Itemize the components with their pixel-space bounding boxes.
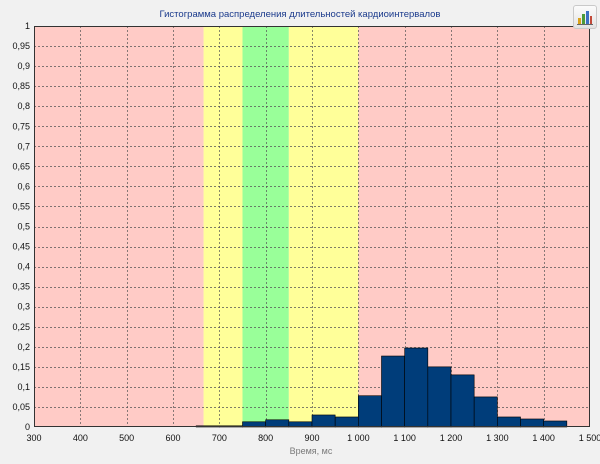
y-tick-label: 0,5 xyxy=(17,222,30,232)
histogram-bar xyxy=(450,374,475,428)
zone-band-2 xyxy=(242,26,289,427)
y-tick-labels: 0 0,05 0,1 0,15 0,2 0,25 0,3 0,35 0,4 0,45 0,5 0,55… xyxy=(12,21,30,432)
zone-band-0 xyxy=(34,26,204,427)
histogram-bar xyxy=(265,419,290,428)
histogram-bar xyxy=(497,416,521,428)
x-tick-labels: 300 400 500 600 700 800 900 1 000 1 100 1 200 1 30… xyxy=(26,433,600,443)
x-tick-label: 700 xyxy=(212,433,227,443)
y-tick-label: 0,7 xyxy=(17,141,30,151)
histogram-bar xyxy=(520,418,544,428)
y-tick-label: 0,25 xyxy=(12,322,30,332)
x-tick-label: 1 000 xyxy=(347,433,370,443)
y-tick-label: 0,75 xyxy=(12,121,30,131)
y-tick-label: 1 xyxy=(25,21,30,31)
x-tick-label: 400 xyxy=(73,433,88,443)
grid-layer xyxy=(34,26,590,427)
histogram-bar xyxy=(358,395,382,428)
bar-chart-icon xyxy=(577,11,593,25)
x-tick-label: 600 xyxy=(165,433,180,443)
y-tick-label: 0,15 xyxy=(12,362,30,372)
y-tick-label: 0,65 xyxy=(12,161,30,171)
y-tick-label: 0,2 xyxy=(17,342,30,352)
x-tick-label: 1 300 xyxy=(486,433,509,443)
y-tick-label: 0,35 xyxy=(12,282,30,292)
y-tick-label: 0 xyxy=(25,422,30,432)
y-tick-label: 0,4 xyxy=(17,262,30,272)
bars-layer xyxy=(195,347,568,428)
y-tick-label: 0,9 xyxy=(17,61,30,71)
y-tick-label: 0,05 xyxy=(12,402,30,412)
y-tick-label: 0,3 xyxy=(17,302,30,312)
histogram-bar xyxy=(381,355,405,428)
x-tick-label: 1 100 xyxy=(393,433,416,443)
x-axis-title: Время, мс xyxy=(290,446,333,456)
zone-band-1 xyxy=(203,26,243,427)
x-tick-label: 1 500 xyxy=(579,433,600,443)
x-tick-label: 1 200 xyxy=(440,433,463,443)
histogram-bar xyxy=(473,396,498,428)
x-tick-label: 1 400 xyxy=(532,433,555,443)
y-tick-label: 0,95 xyxy=(12,41,30,51)
x-tick-label: 300 xyxy=(26,433,41,443)
x-tick-label: 800 xyxy=(258,433,273,443)
plot-border xyxy=(34,26,590,427)
y-tick-label: 0,45 xyxy=(12,242,30,252)
y-tick-label: 0,85 xyxy=(12,81,30,91)
histogram-bar xyxy=(427,366,452,428)
y-tick-label: 0,8 xyxy=(17,101,30,111)
histogram-bar xyxy=(404,347,429,428)
chart-title: Гистограмма распределения длительностей … xyxy=(160,9,441,20)
y-tick-label: 0,1 xyxy=(17,382,30,392)
chart-settings-button[interactable] xyxy=(573,5,597,29)
x-tick-label: 500 xyxy=(119,433,134,443)
y-tick-label: 0,55 xyxy=(12,201,30,211)
y-tick-label: 0,6 xyxy=(17,181,30,191)
x-tick-label: 900 xyxy=(304,433,319,443)
histogram-bar xyxy=(334,416,359,428)
histogram-bar xyxy=(311,414,336,428)
zone-band-3 xyxy=(288,26,359,427)
